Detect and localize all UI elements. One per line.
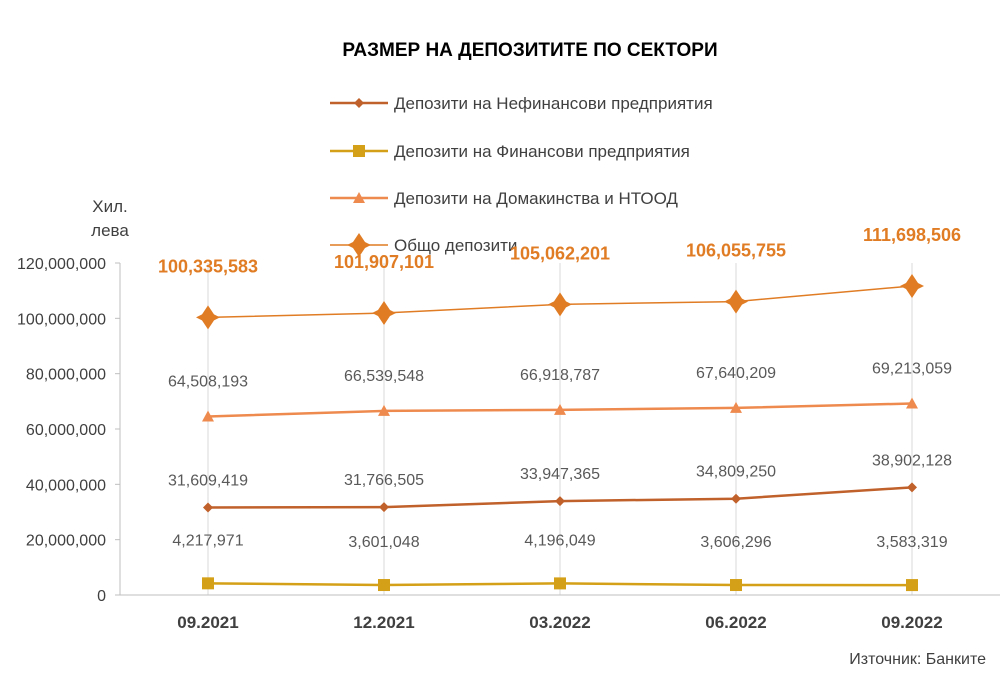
point-s2-06-2022 (730, 579, 742, 592)
data-label-s2-09-2021: 4,217,971 (172, 532, 243, 549)
data-label-s1-12-2021: 31,766,505 (344, 472, 424, 489)
point-s3-03-2022 (554, 403, 566, 415)
x-tick-label-12-2021: 12.2021 (353, 613, 414, 632)
x-tick-label-09-2021: 09.2021 (177, 613, 238, 632)
x-axis: 09.2021 12.2021 03.2022 06.2022 09.2022 (120, 594, 1000, 632)
y-unit-label-line1: Хил. (92, 197, 127, 216)
data-label-s2-12-2021: 3,601,048 (348, 534, 419, 551)
y-tick-label: 100,000,000 (17, 311, 106, 328)
data-label-s4-09-2022: 111,698,506 (863, 225, 961, 245)
legend-marker-1 (354, 98, 364, 108)
data-label-s4-06-2022: 106,055,755 (686, 241, 786, 261)
point-s2-03-2022 (554, 577, 566, 590)
legend-label-4: Общо депозити (394, 236, 517, 255)
point-s2-09-2021 (202, 577, 214, 590)
point-s4-09-2021 (196, 305, 220, 330)
y-tick-label: 80,000,000 (26, 367, 106, 384)
y-axis: 0 20,000,000 40,000,000 60,000,000 80,000,00… (17, 256, 121, 605)
data-label-s3-03-2022: 66,918,787 (520, 367, 600, 384)
data-label-s2-09-2022: 3,583,319 (876, 534, 947, 551)
y-tick-label: 0 (97, 588, 106, 605)
point-s3-09-2021 (202, 410, 214, 422)
data-label-s4-12-2021: 101,907,101 (334, 252, 434, 272)
data-label-s2-03-2022: 4,196,049 (524, 532, 595, 549)
legend-marker-3 (353, 192, 365, 203)
source-note: Източник: Банките (849, 651, 986, 668)
legend-label-1: Депозити на Нефинансови предприятия (394, 94, 713, 113)
y-tick-label: 120,000,000 (17, 256, 106, 273)
legend: Депозити на Нефинансови предприятия Депоз… (330, 94, 713, 257)
data-label-s3-09-2022: 69,213,059 (872, 361, 952, 378)
y-tick-label: 40,000,000 (26, 477, 106, 494)
grid (207, 263, 913, 595)
data-label-s3-09-2021: 64,508,193 (168, 374, 248, 391)
y-unit-label-line2: лева (91, 221, 129, 240)
point-s1-09-2022 (907, 482, 917, 493)
data-label-s4-09-2021: 100,335,583 (158, 256, 258, 276)
data-labels: 31,609,419 31,766,505 33,947,365 34,809,250… (158, 225, 961, 551)
x-tick-label-09-2022: 09.2022 (881, 613, 942, 632)
legend-label-2: Депозити на Финансови предприятия (394, 142, 690, 161)
point-s3-12-2021 (378, 404, 390, 416)
point-s2-09-2022 (906, 579, 918, 592)
point-s4-09-2022 (900, 273, 924, 298)
x-tick-label-03-2022: 03.2022 (529, 613, 590, 632)
point-s1-06-2022 (731, 493, 741, 504)
legend-marker-2 (353, 145, 365, 157)
point-s4-06-2022 (724, 289, 748, 314)
y-tick-label: 20,000,000 (26, 533, 106, 550)
data-label-s4-03-2022: 105,062,201 (510, 243, 610, 263)
data-label-s1-09-2022: 38,902,128 (872, 452, 952, 469)
point-s3-09-2022 (906, 397, 918, 409)
point-s1-12-2021 (379, 502, 389, 513)
x-tick-label-06-2022: 06.2022 (705, 613, 766, 632)
point-s3-06-2022 (730, 401, 742, 413)
series-markers (196, 273, 924, 592)
legend-label-3: Депозити на Домакинства и НТООД (394, 189, 678, 208)
data-label-s3-06-2022: 67,640,209 (696, 365, 776, 382)
chart-title: РАЗМЕР НА ДЕПОЗИТИТЕ ПО СЕКТОРИ (342, 40, 717, 61)
data-label-s3-12-2021: 66,539,548 (344, 368, 424, 385)
data-label-s1-06-2022: 34,809,250 (696, 464, 776, 481)
point-s2-12-2021 (378, 579, 390, 592)
data-label-s1-09-2021: 31,609,419 (168, 473, 248, 490)
point-s4-03-2022 (548, 292, 572, 317)
point-s1-03-2022 (555, 496, 565, 507)
data-label-s2-06-2022: 3,606,296 (700, 534, 771, 551)
y-tick-label: 60,000,000 (26, 422, 106, 439)
point-s1-09-2021 (203, 502, 213, 513)
data-label-s1-03-2022: 33,947,365 (520, 466, 600, 483)
legend-marker-4 (347, 233, 371, 257)
point-s4-12-2021 (372, 301, 396, 326)
